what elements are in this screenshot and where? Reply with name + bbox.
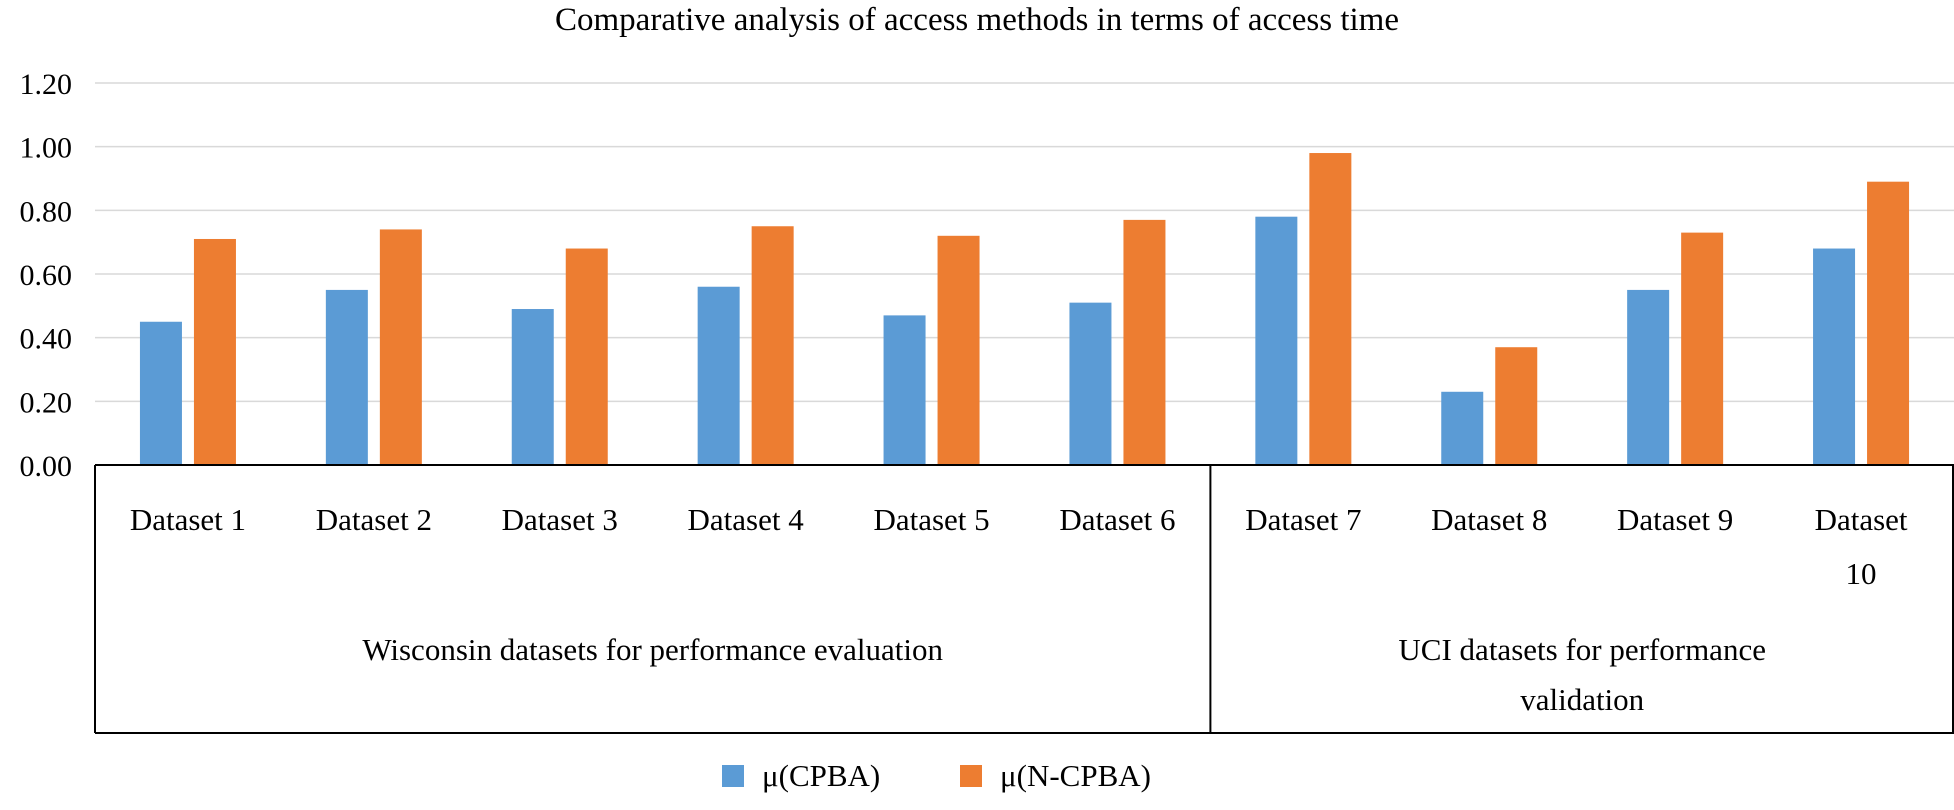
legend: μ(CPBA) μ(N-CPBA) [722, 758, 1151, 793]
x-tick-label: Dataset 9 [1617, 502, 1733, 537]
x-tick-label: Dataset 2 [316, 502, 432, 537]
gridlines [95, 82, 1954, 403]
bar [697, 286, 740, 465]
legend-label: μ(N-CPBA) [1000, 758, 1151, 793]
group-label: validation [1520, 682, 1644, 717]
x-tick-label: Dataset 6 [1059, 502, 1175, 537]
y-tick-label: 0.40 [20, 323, 73, 356]
bar [1123, 219, 1166, 465]
bar [1681, 232, 1724, 465]
bar [1813, 248, 1856, 465]
bar [1069, 302, 1112, 465]
y-axis: 0.00 0.20 0.40 0.60 0.80 1.00 1.20 [20, 68, 73, 483]
bar [883, 315, 926, 465]
bar [379, 229, 422, 465]
y-tick-label: 1.00 [20, 132, 73, 165]
x-tick-label: Dataset 3 [502, 502, 618, 537]
bar [1441, 391, 1484, 465]
x-axis: Dataset 1 Dataset 2 Dataset 3 Dataset 4 Data… [94, 464, 1954, 734]
bar [193, 238, 236, 465]
legend-swatch [960, 765, 982, 787]
y-tick-label: 0.00 [20, 450, 73, 483]
bar [1627, 289, 1670, 465]
x-tick-label: Dataset [1815, 502, 1908, 537]
legend-label: μ(CPBA) [762, 758, 880, 793]
bar [937, 235, 980, 465]
bar [1309, 153, 1352, 466]
bar [511, 309, 554, 465]
bar [565, 248, 608, 465]
x-tick-label: Dataset 7 [1245, 502, 1361, 537]
bars [139, 153, 1910, 466]
legend-swatch [722, 765, 744, 787]
chart-title: Comparative analysis of access methods i… [555, 2, 1399, 38]
y-tick-label: 0.20 [20, 386, 73, 419]
x-tick-label: Dataset 4 [688, 502, 805, 537]
bar [1495, 347, 1538, 465]
y-tick-label: 0.80 [20, 195, 73, 228]
x-tick-label: Dataset 5 [873, 502, 989, 537]
bar [325, 289, 368, 465]
bar [751, 226, 794, 465]
bar [139, 321, 182, 465]
y-tick-label: 0.60 [20, 259, 73, 292]
bar [1255, 216, 1298, 465]
y-tick-label: 1.20 [20, 68, 73, 101]
x-tick-label: Dataset 1 [130, 502, 246, 537]
x-tick-label: Dataset 8 [1431, 502, 1547, 537]
group-label: UCI datasets for performance [1398, 632, 1766, 667]
bar [1867, 181, 1910, 465]
group-label: Wisconsin datasets for performance evalu… [362, 632, 943, 667]
x-tick-label: 10 [1846, 556, 1877, 591]
